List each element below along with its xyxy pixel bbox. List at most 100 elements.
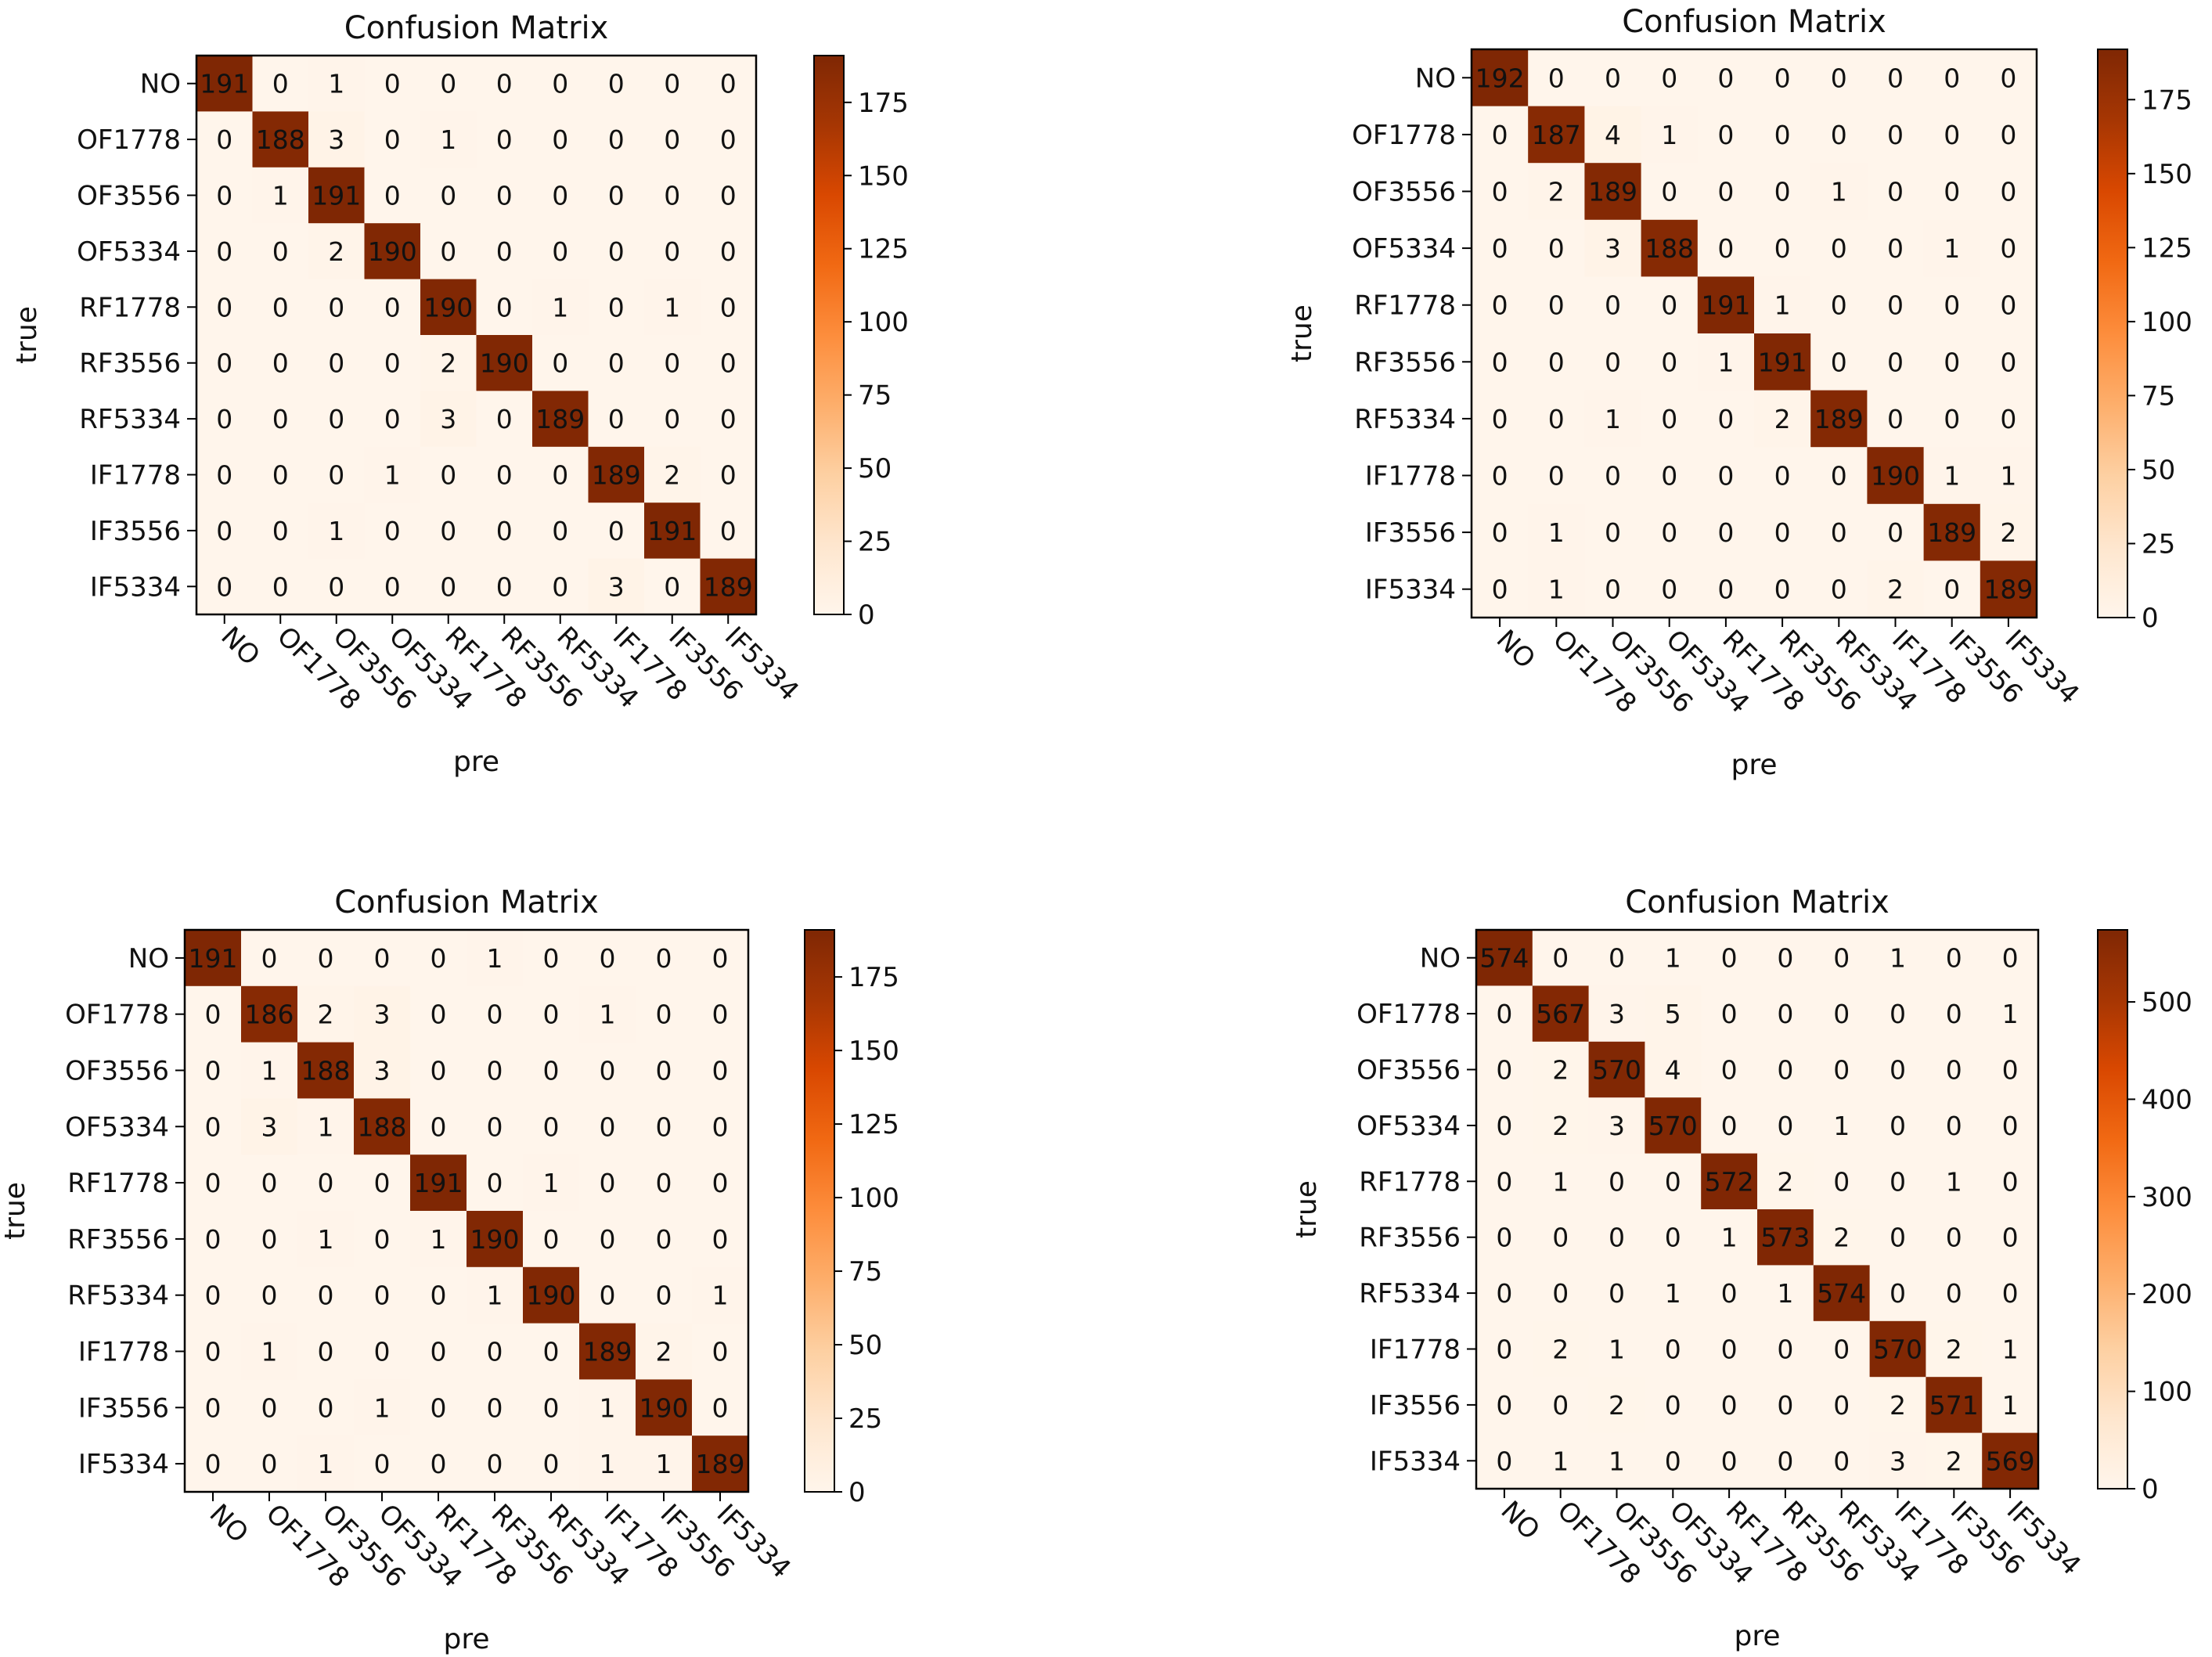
cell-value-label: 2 (1946, 1335, 1962, 1365)
cell-value-label: 0 (1496, 1166, 1512, 1197)
cell-value-label: 0 (1721, 1278, 1738, 1309)
y-tick-label: IF3556 (90, 516, 181, 547)
heatmap-cell (700, 446, 757, 503)
heatmap-cell (1982, 1209, 2039, 1266)
cell-value-label: 0 (261, 1224, 278, 1255)
heatmap-cell (420, 167, 477, 224)
cell-value-label: 1 (600, 1000, 616, 1030)
cell-value-label: 1 (1774, 290, 1791, 321)
heatmap-cell (1588, 1432, 1645, 1489)
heatmap-cell (1528, 503, 1585, 561)
colorbar-tick-label: 150 (2142, 159, 2192, 190)
cell-value-label: 0 (440, 181, 456, 211)
cell-value-label: 0 (431, 943, 447, 974)
heatmap-cell (1982, 1320, 2039, 1378)
heatmap-cell (1869, 1041, 1926, 1098)
heatmap-cell (476, 391, 533, 448)
heatmap-cell (364, 446, 421, 503)
cell-value-label: 0 (1831, 290, 1847, 321)
cell-value-label: 3 (374, 1056, 391, 1086)
heatmap-cell (196, 167, 253, 224)
heatmap-cell (1867, 163, 1925, 221)
cell-value-label: 0 (664, 69, 680, 99)
cell-value-label: 0 (1496, 1055, 1512, 1086)
heatmap-cell (1757, 1097, 1814, 1154)
heatmap-cell (196, 335, 253, 391)
cell-value-label: 0 (272, 571, 289, 602)
y-tick-label: OF1778 (77, 124, 181, 156)
heatmap-cell (1813, 930, 1871, 986)
heatmap-cell (1645, 1320, 1702, 1378)
heatmap-cell (1641, 163, 1699, 221)
colorbar-tick-label: 300 (2142, 1182, 2192, 1213)
heatmap-cell (1701, 1153, 1758, 1210)
cell-value-label: 1 (1833, 1111, 1850, 1141)
heatmap-cell (1810, 163, 1868, 221)
heatmap-cell (1869, 1432, 1926, 1489)
heatmap-cell (241, 1379, 298, 1436)
cell-value-label: 0 (1492, 177, 1508, 207)
heatmap-cell (1867, 503, 1925, 561)
heatmap-cell (1528, 106, 1585, 164)
heatmap-cell (1472, 560, 1529, 618)
heatmap-cell (1532, 1320, 1590, 1378)
heatmap-cell (1980, 560, 2037, 618)
cell-value-label: 0 (543, 1337, 560, 1367)
cell-value-label: 0 (664, 571, 680, 602)
cell-value-label: 1 (1665, 943, 1681, 974)
cell-value-label: 0 (1944, 347, 1960, 377)
cell-value-label: 0 (496, 69, 513, 99)
cell-value-label: 4 (1605, 120, 1621, 150)
y-tick-label: OF1778 (1356, 999, 1461, 1030)
cell-value-label: 0 (216, 516, 232, 546)
cell-value-label: 1 (384, 460, 401, 491)
heatmap-cell (1926, 1209, 1983, 1266)
y-tick-label: OF3556 (65, 1056, 169, 1087)
chart-title: Confusion Matrix (344, 10, 609, 46)
cell-value-label: 0 (374, 1449, 391, 1479)
cell-value-label: 0 (664, 181, 680, 211)
heatmap-cell (1923, 163, 1981, 221)
cell-value-label: 0 (1605, 290, 1621, 321)
cell-value-label: 0 (1665, 1335, 1681, 1365)
heatmap-cell (196, 279, 253, 336)
cell-value-label: 189 (1983, 575, 2033, 605)
heatmap-cell (196, 111, 253, 168)
heatmap-cell (1757, 930, 1814, 986)
heatmap-cell (588, 558, 645, 615)
cell-value-label: 189 (696, 1449, 745, 1479)
cell-value-label: 0 (328, 460, 344, 491)
cell-value-label: 570 (1592, 1055, 1641, 1086)
heatmap-cell (1923, 503, 1981, 561)
cell-value-label: 0 (1552, 1390, 1569, 1421)
heatmap-cell (476, 446, 533, 503)
cell-value-label: 191 (312, 181, 361, 211)
heatmap-cell (1701, 1209, 1758, 1266)
heatmap-cell (297, 1042, 355, 1099)
cell-value-label: 0 (1887, 404, 1904, 434)
heatmap-cell (241, 1042, 298, 1099)
cell-value-label: 0 (1548, 461, 1565, 492)
colorbar-tick-label: 0 (2142, 603, 2159, 634)
cell-value-label: 0 (2002, 943, 2019, 974)
cell-value-label: 0 (1833, 1166, 1850, 1197)
heatmap-cell (1923, 447, 1981, 505)
heatmap-cell (1584, 390, 1642, 448)
cell-value-label: 1 (318, 1111, 334, 1142)
heatmap-cell (467, 1098, 524, 1155)
heatmap-cell (636, 1211, 693, 1268)
cell-value-label: 0 (440, 571, 456, 602)
heatmap-cell (1982, 1097, 2039, 1154)
cell-value-label: 0 (487, 1392, 503, 1423)
heatmap-cell (1528, 333, 1585, 391)
cell-value-label: 0 (1548, 63, 1565, 93)
cell-value-label: 1 (1944, 233, 1960, 264)
heatmap-cell (410, 1154, 467, 1212)
heatmap-cell (1869, 1377, 1926, 1434)
cell-value-label: 0 (1887, 233, 1904, 264)
cell-value-label: 0 (496, 236, 513, 267)
cell-value-label: 1 (2002, 999, 2019, 1029)
heatmap-cell (644, 558, 701, 615)
heatmap-cell (1980, 219, 2037, 277)
heatmap-cell (1869, 1209, 1926, 1266)
